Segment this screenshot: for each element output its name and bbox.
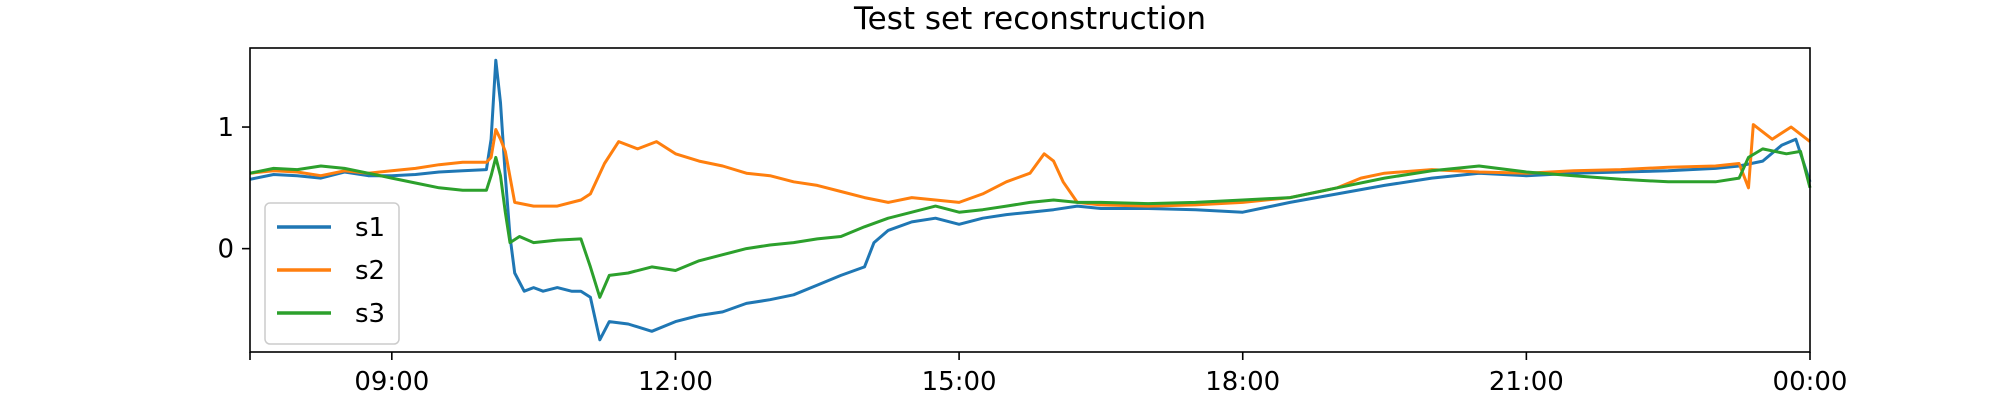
legend: s1 s2 s3 [264, 202, 400, 345]
legend-label-s3: s3 [355, 299, 385, 329]
x-tick-label: 18:00 [1205, 367, 1280, 397]
series-line-s2 [249, 123, 1811, 208]
series-line-s1 [249, 58, 1812, 342]
x-tick-label: 12:00 [638, 367, 713, 397]
y-tick-label: 0 [217, 235, 234, 265]
legend-label-s1: s1 [355, 213, 385, 243]
x-axis: 09:00 12:00 15:00 18:00 21:00 00:00 [249, 352, 1848, 397]
x-tick-label: 09:00 [354, 367, 429, 397]
chart-title: Test set reconstruction [853, 1, 1206, 37]
plot-frame [249, 47, 1811, 353]
plot-lines [249, 58, 1812, 342]
x-tick-label: 00:00 [1773, 367, 1848, 397]
series-line-s3 [249, 147, 1812, 299]
x-tick-label: 15:00 [922, 367, 997, 397]
x-tick-label: 21:00 [1489, 367, 1564, 397]
legend-label-s2: s2 [355, 256, 385, 286]
y-tick-label: 1 [217, 113, 234, 143]
legend-box [264, 202, 400, 345]
y-axis: 01 [217, 113, 250, 265]
